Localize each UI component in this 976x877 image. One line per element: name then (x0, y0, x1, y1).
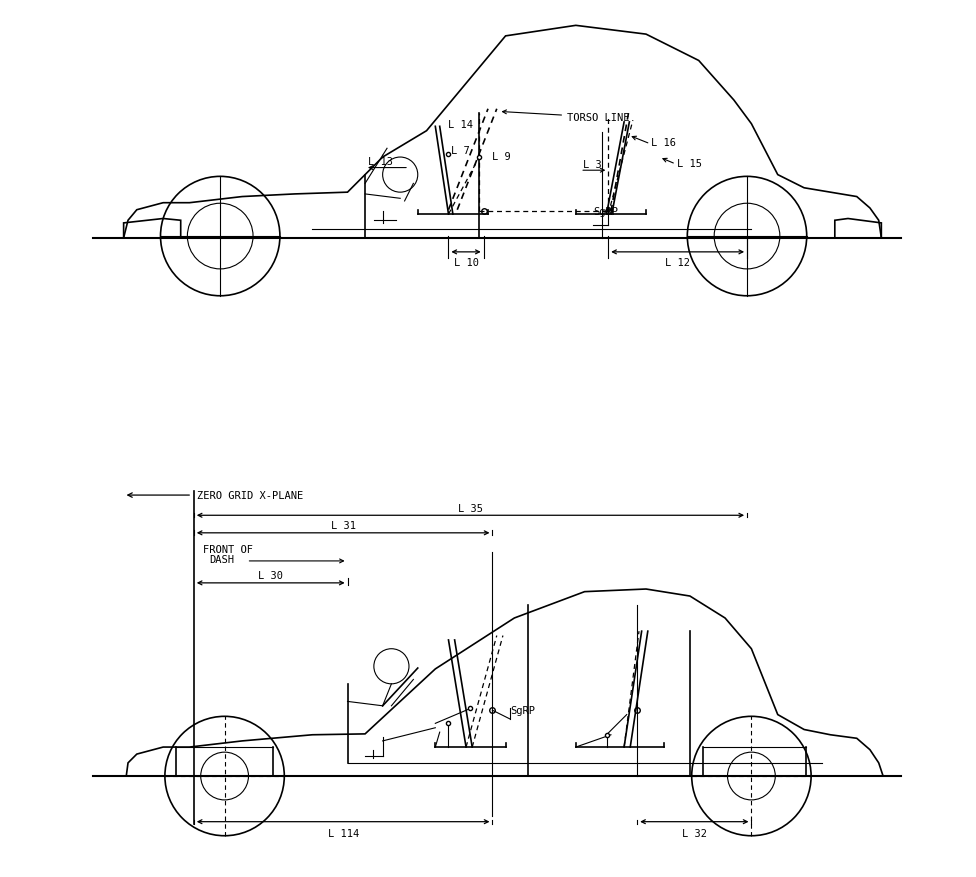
Text: L 3: L 3 (583, 160, 601, 170)
Text: L 7: L 7 (451, 146, 469, 156)
Text: L 15: L 15 (676, 159, 702, 168)
Text: L 114: L 114 (328, 828, 359, 838)
Text: L 32: L 32 (682, 828, 707, 838)
Text: L 9: L 9 (492, 153, 511, 162)
Text: FRONT OF: FRONT OF (203, 545, 253, 554)
Text: TORSO LINE: TORSO LINE (503, 111, 630, 123)
Text: L 31: L 31 (331, 521, 355, 531)
Text: L 10: L 10 (454, 258, 478, 267)
Text: L 12: L 12 (666, 258, 690, 267)
Text: ZERO GRID X-PLANE: ZERO GRID X-PLANE (196, 490, 303, 501)
Text: L 35: L 35 (458, 503, 483, 513)
Text: DASH: DASH (210, 555, 234, 565)
Text: L 16: L 16 (651, 138, 676, 147)
Text: L 13: L 13 (368, 157, 392, 167)
Text: L 14: L 14 (449, 120, 473, 130)
Text: L 30: L 30 (258, 571, 283, 581)
Text: SgRP: SgRP (593, 207, 619, 217)
Text: SgRP: SgRP (509, 705, 535, 716)
